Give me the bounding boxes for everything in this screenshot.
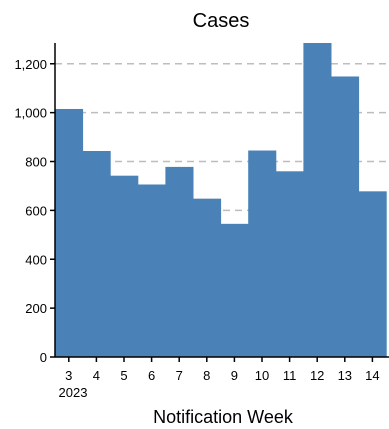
bar [82, 151, 111, 357]
x-tick-label: 12 [310, 368, 324, 383]
bar [137, 184, 166, 357]
x-tick-label: 3 [65, 368, 72, 383]
x-axis-year-label: 2023 [59, 385, 88, 400]
bar [220, 223, 249, 357]
bar [331, 76, 360, 357]
x-tick-label: 6 [148, 368, 155, 383]
bar [303, 43, 332, 357]
bar [275, 171, 304, 357]
bar [165, 166, 194, 357]
x-tick-label: 11 [283, 368, 297, 383]
x-tick-label: 7 [176, 368, 183, 383]
bar [248, 150, 277, 357]
x-tick-labels: 3 4 5 6 7 8 9 10 11 12 13 14 [65, 368, 379, 383]
x-axis-label: Notification Week [153, 407, 294, 427]
y-tick-labels: 0 200 400 600 800 1,000 1,200 [14, 57, 47, 365]
axes [50, 43, 389, 362]
y-tick-label: 1,200 [14, 57, 47, 72]
y-tick-label: 200 [25, 301, 47, 316]
bar [358, 191, 387, 357]
bar [193, 198, 222, 357]
x-tick-label: 4 [93, 368, 100, 383]
x-tick-label: 8 [203, 368, 210, 383]
x-tick-label: 9 [231, 368, 238, 383]
chart-title: Cases [193, 10, 250, 32]
bar [110, 175, 139, 357]
y-tick-label: 600 [25, 203, 47, 218]
x-tick-label: 5 [120, 368, 127, 383]
x-tick-label: 10 [255, 368, 269, 383]
y-tick-label: 400 [25, 252, 47, 267]
y-tick-label: 0 [40, 350, 47, 365]
bar [55, 108, 84, 357]
y-tick-label: 800 [25, 155, 47, 170]
x-tick-label: 14 [365, 368, 379, 383]
x-tick-label: 13 [338, 368, 352, 383]
y-tick-label: 1,000 [14, 106, 47, 121]
bars [55, 43, 387, 357]
